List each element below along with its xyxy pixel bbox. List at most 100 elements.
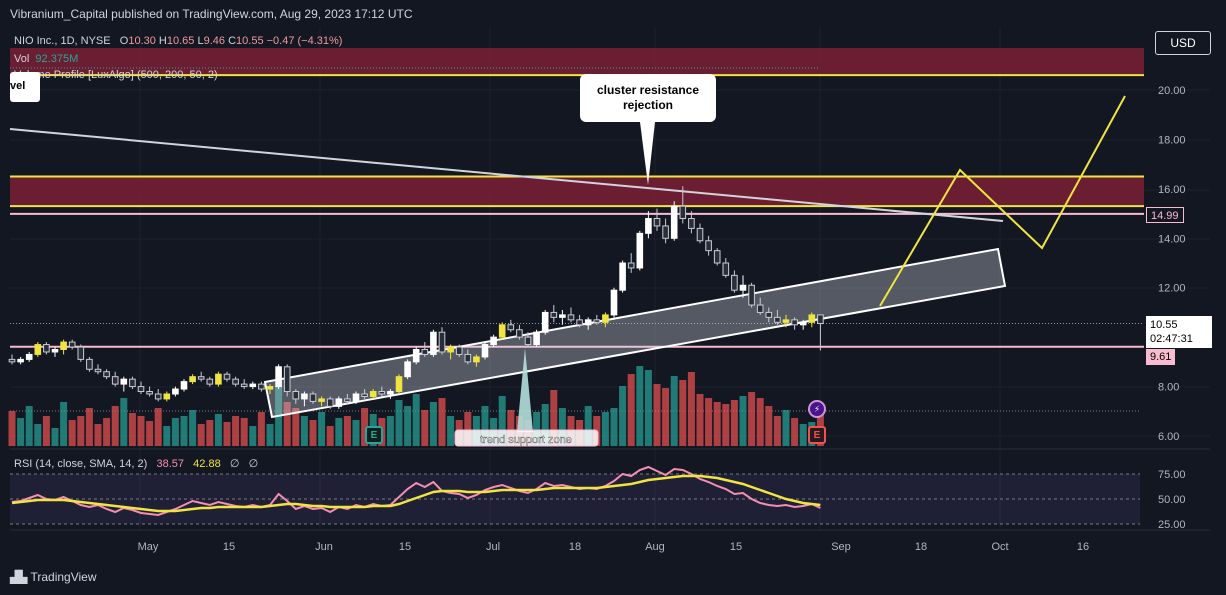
rsi-tick-label: 75.00 xyxy=(1158,469,1186,481)
volume-bar xyxy=(103,418,111,446)
candle-body xyxy=(43,344,50,353)
volume-bar xyxy=(550,390,558,446)
x-tick-label: 15 xyxy=(223,541,235,553)
tradingview-logo[interactable]: ▟▙ TradingView xyxy=(10,570,97,584)
indicator-legend: Volume Profile [LuxAlgo] (500, 200, 50, … xyxy=(14,69,218,81)
volume-bar xyxy=(791,418,799,446)
x-tick-label: May xyxy=(138,541,159,553)
candle-body xyxy=(180,381,188,390)
x-tick-label: 15 xyxy=(730,541,742,553)
earnings-icon[interactable]: E xyxy=(808,426,826,444)
volume-bar xyxy=(300,416,308,446)
candle-body xyxy=(189,376,196,383)
candle-body xyxy=(799,321,807,326)
last-price: 10.55 xyxy=(1150,319,1178,331)
l-label: L xyxy=(197,35,204,47)
candle-body xyxy=(645,218,652,234)
y-tick-label: 18.00 xyxy=(1158,134,1186,146)
volume-bar xyxy=(662,388,670,446)
rsi-sma-line xyxy=(11,474,821,513)
candle-body xyxy=(610,289,618,316)
candle-body xyxy=(817,314,824,325)
volume-bar xyxy=(292,408,300,446)
candle-body xyxy=(404,361,411,378)
support-price-tag: 9.61 xyxy=(1146,349,1176,365)
volume-bar xyxy=(111,406,119,446)
volume-bar xyxy=(42,416,50,446)
price-projection xyxy=(879,95,1126,307)
candle-body xyxy=(60,341,67,351)
volume-bar xyxy=(653,384,661,446)
candle-body xyxy=(498,324,506,338)
volume-bar xyxy=(85,408,93,446)
volume-bar xyxy=(386,416,394,446)
candle-body xyxy=(369,391,377,397)
volume-bar xyxy=(197,424,205,446)
volume-bar xyxy=(636,366,644,446)
volume-bar xyxy=(326,426,334,446)
axis-ticks: 20.00 18.00 16.00 14.00 12.00 8.00 6.00 75.00 50… xyxy=(10,85,1210,553)
candle-body xyxy=(507,324,515,331)
volume-bar xyxy=(163,426,171,446)
candle-body xyxy=(662,225,669,239)
candle-body xyxy=(275,366,282,388)
volume-bar xyxy=(206,420,214,446)
candle-body xyxy=(584,319,592,326)
candle-body xyxy=(421,349,429,355)
volume-bar xyxy=(94,424,102,446)
volume-bar xyxy=(137,416,145,446)
volume-bar xyxy=(232,416,240,446)
volume-bar xyxy=(644,370,652,446)
change-value: −0.47 (−4.31%) xyxy=(266,35,343,47)
candle-body xyxy=(249,383,257,388)
rsi-legend: RSI (14, close, SMA, 14, 2) 38.57 42.88 … xyxy=(14,457,258,470)
candle-body xyxy=(455,346,463,355)
candle-body xyxy=(550,311,558,318)
zone-upper-zone xyxy=(10,47,1144,76)
h-label: H xyxy=(158,35,167,47)
x-tick-label: Sep xyxy=(831,541,851,553)
candle-body xyxy=(318,398,325,402)
volume-bar xyxy=(34,424,42,446)
volume-bar xyxy=(447,416,455,446)
candle-body xyxy=(636,232,644,269)
candle-body xyxy=(713,250,721,264)
candle-body xyxy=(533,331,540,346)
rsi-sma-value: 42.88 xyxy=(193,458,221,470)
volume-bar xyxy=(146,421,154,446)
candle-body xyxy=(283,366,291,393)
candle-body xyxy=(223,373,231,380)
volume-bar xyxy=(60,402,68,446)
volume-bar xyxy=(541,404,549,446)
lightning-icon[interactable]: ⚡ xyxy=(808,400,826,418)
volume-bar xyxy=(25,406,33,446)
candle-body xyxy=(34,344,42,355)
candle-body xyxy=(361,393,368,397)
candle-body xyxy=(696,227,704,242)
volume-bar xyxy=(730,400,738,446)
symbol-legend: NIO Inc., 1D, NYSE O10.30 H10.65 L9.46 C… xyxy=(14,35,342,47)
candle-body xyxy=(51,349,59,353)
candle-body xyxy=(731,274,738,291)
candle-body xyxy=(352,393,360,402)
volume-bar xyxy=(498,396,506,446)
candle-body xyxy=(154,393,162,400)
rsi-name: RSI (14, close, SMA, 14, 2) xyxy=(14,458,148,470)
rsi-extra-2: ∅ xyxy=(248,458,259,470)
volume-bar xyxy=(756,398,764,446)
trend-support-zone-label: trend support zone xyxy=(480,434,572,446)
candle-body xyxy=(215,373,222,385)
currency-button[interactable]: USD xyxy=(1155,31,1211,55)
high-value: 10.65 xyxy=(166,35,195,47)
volume-bar xyxy=(120,398,128,446)
candle-body xyxy=(103,371,110,378)
earnings-icon-past[interactable]: E xyxy=(365,426,383,444)
volume-bar xyxy=(51,428,59,446)
candle-body xyxy=(344,398,351,402)
candle-body xyxy=(705,240,712,252)
trend-zone-pointer xyxy=(517,348,533,432)
candle-body xyxy=(559,314,566,318)
open-value: 10.30 xyxy=(128,35,156,47)
candle-body xyxy=(576,319,583,326)
